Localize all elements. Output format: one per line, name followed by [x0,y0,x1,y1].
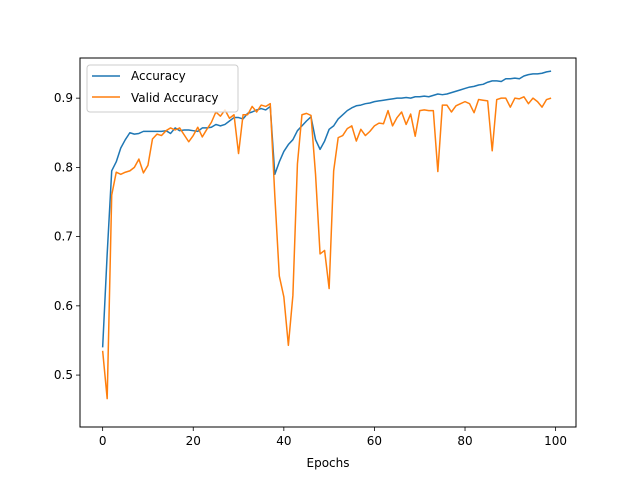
series-line-valid-accuracy [101,96,552,400]
x-tick-label: 80 [457,434,472,448]
legend: Accuracy Valid Accuracy [86,64,239,113]
x-tick-label: 100 [544,434,567,448]
x-tick-label: 40 [276,434,291,448]
legend-label-accuracy: Accuracy [131,69,186,83]
legend-label-valid-accuracy: Valid Accuracy [131,91,219,105]
x-tick-label: 60 [367,434,382,448]
x-tick-label: 0 [99,434,107,448]
y-tick-label: 0.6 [54,299,73,313]
legend-box [86,64,239,113]
series-layer [101,70,552,400]
x-axis-label: Epochs [307,456,350,470]
y-tick-label: 0.8 [54,160,73,174]
plot-area [80,58,576,427]
x-axis-ticks: 0 20 40 60 80 100 [99,427,567,448]
y-tick-label: 0.7 [54,230,73,244]
y-tick-label: 0.9 [54,91,73,105]
plot-frame [79,57,577,428]
y-tick-label: 0.5 [54,368,73,382]
y-axis-ticks: 0.5 0.6 0.7 0.8 0.9 [54,91,80,382]
x-tick-label: 20 [186,434,201,448]
